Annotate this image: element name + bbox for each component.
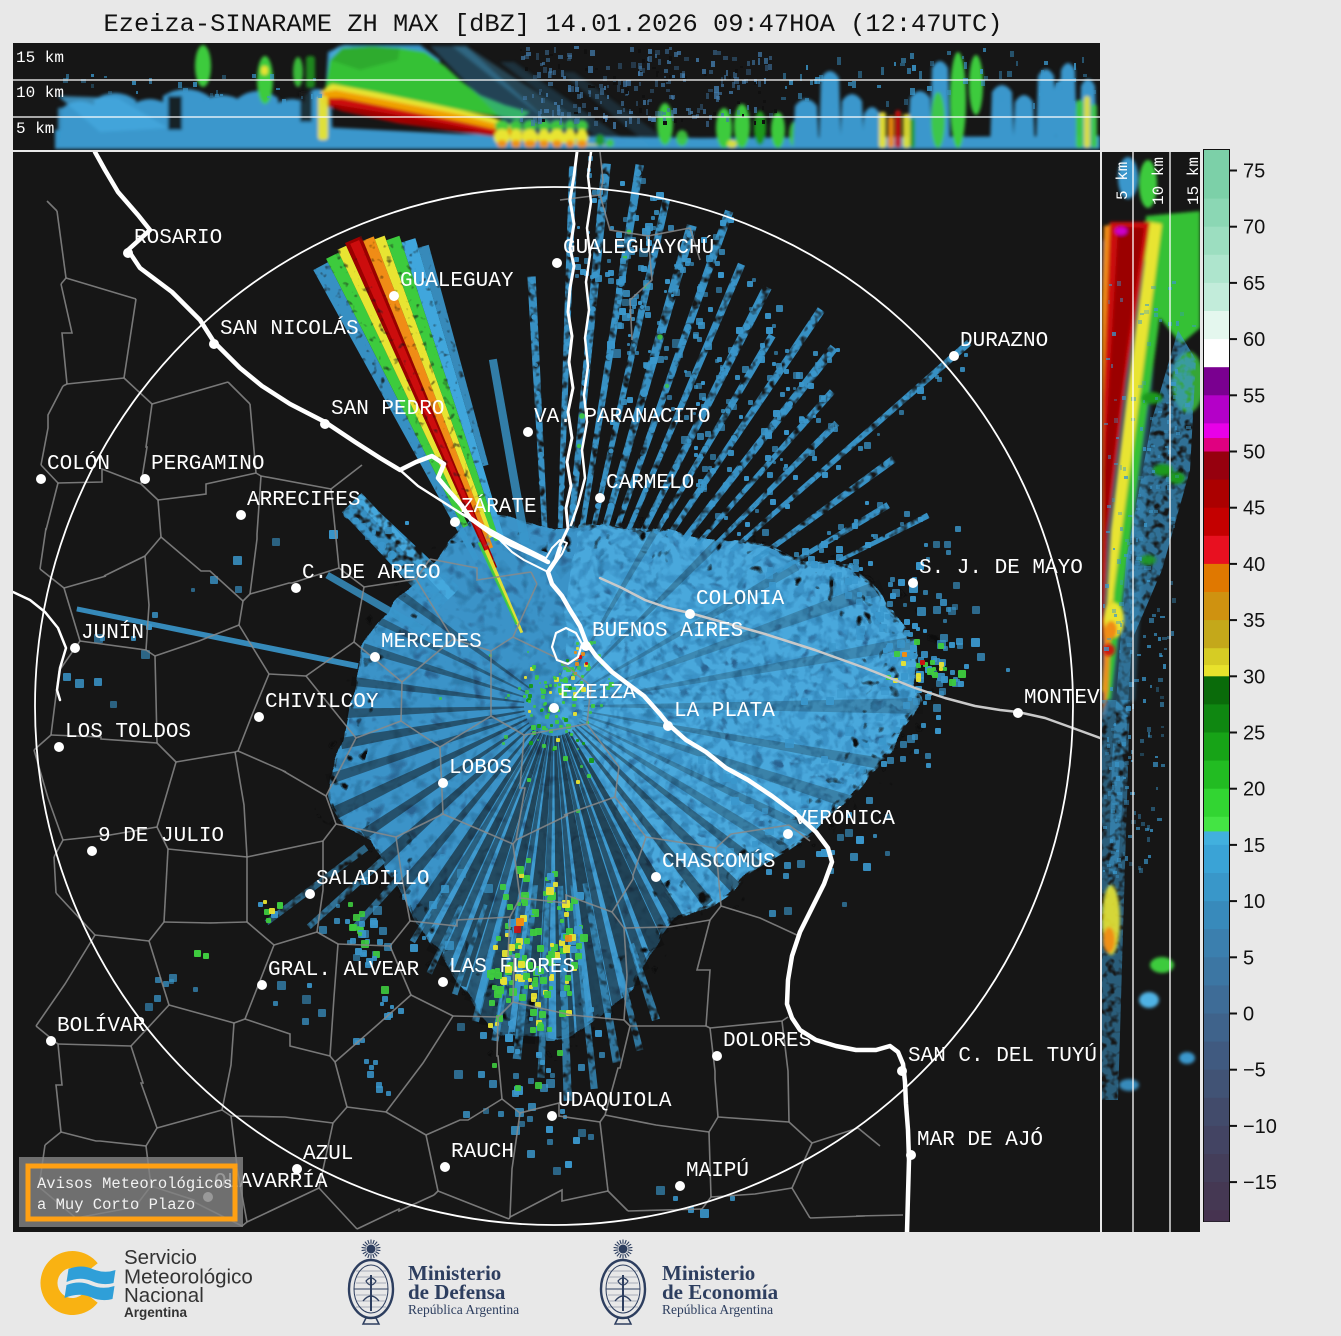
svg-text:15 km: 15 km bbox=[1185, 157, 1203, 205]
svg-text:S. J. DE MAYO: S. J. DE MAYO bbox=[919, 557, 1083, 580]
svg-text:10: 10 bbox=[1243, 891, 1265, 913]
svg-text:Servicio: Servicio bbox=[124, 1246, 197, 1269]
svg-text:Nacional: Nacional bbox=[124, 1284, 204, 1307]
svg-text:RAUCH: RAUCH bbox=[451, 1141, 514, 1164]
svg-text:MAR DE AJÓ: MAR DE AJÓ bbox=[917, 1128, 1043, 1152]
svg-text:ARRECIFES: ARRECIFES bbox=[247, 489, 360, 512]
svg-text:SAN NICOLÁS: SAN NICOLÁS bbox=[220, 317, 359, 341]
svg-text:República Argentina: República Argentina bbox=[408, 1302, 519, 1317]
svg-text:65: 65 bbox=[1243, 273, 1265, 295]
svg-text:10 km: 10 km bbox=[16, 84, 64, 102]
svg-text:CARMELO: CARMELO bbox=[606, 472, 694, 495]
svg-text:de Defensa: de Defensa bbox=[408, 1280, 506, 1304]
svg-text:Argentina: Argentina bbox=[124, 1305, 187, 1320]
svg-text:VA. PARANACITO: VA. PARANACITO bbox=[534, 406, 710, 429]
svg-text:35: 35 bbox=[1243, 610, 1265, 632]
svg-text:MAIPÚ: MAIPÚ bbox=[686, 1159, 749, 1183]
svg-text:de Economía: de Economía bbox=[662, 1280, 779, 1304]
svg-text:9 DE JULIO: 9 DE JULIO bbox=[98, 825, 224, 848]
svg-text:75: 75 bbox=[1243, 161, 1265, 183]
svg-text:BUENOS AIRES: BUENOS AIRES bbox=[592, 620, 743, 643]
svg-text:15 km: 15 km bbox=[16, 49, 64, 67]
svg-text:5 km: 5 km bbox=[1114, 162, 1132, 200]
svg-text:45: 45 bbox=[1243, 498, 1265, 520]
svg-text:C. DE ARECO: C. DE ARECO bbox=[302, 562, 441, 585]
svg-text:VERÓNICA: VERÓNICA bbox=[794, 807, 895, 831]
svg-text:−10: −10 bbox=[1243, 1116, 1277, 1138]
svg-text:GUALEGUAY: GUALEGUAY bbox=[400, 270, 514, 293]
svg-text:EZEIZA: EZEIZA bbox=[560, 682, 636, 705]
svg-text:SALADILLO: SALADILLO bbox=[316, 868, 429, 891]
svg-text:LAS FLORES: LAS FLORES bbox=[449, 956, 575, 979]
svg-text:República Argentina: República Argentina bbox=[662, 1302, 773, 1317]
svg-text:30: 30 bbox=[1243, 666, 1265, 688]
svg-text:UDAQUIOLA: UDAQUIOLA bbox=[558, 1090, 672, 1113]
svg-text:0: 0 bbox=[1243, 1004, 1254, 1026]
svg-text:5 km: 5 km bbox=[16, 120, 54, 138]
svg-text:Ministerio: Ministerio bbox=[408, 1261, 501, 1285]
svg-text:LA PLATA: LA PLATA bbox=[674, 700, 775, 723]
svg-text:Meteorológico: Meteorológico bbox=[124, 1266, 253, 1289]
svg-text:Ezeiza-SINARAME ZH MAX [dBZ] 1: Ezeiza-SINARAME ZH MAX [dBZ] 14.01.2026 … bbox=[104, 10, 1003, 39]
svg-text:LOS TOLDOS: LOS TOLDOS bbox=[65, 721, 191, 744]
svg-text:MONTEVIDEO: MONTEVIDEO bbox=[1024, 687, 1150, 710]
svg-text:−15: −15 bbox=[1243, 1172, 1277, 1194]
svg-text:DOLORES: DOLORES bbox=[723, 1030, 811, 1053]
svg-text:Ministerio: Ministerio bbox=[662, 1261, 755, 1285]
svg-text:LOBOS: LOBOS bbox=[449, 757, 512, 780]
svg-text:10 km: 10 km bbox=[1150, 157, 1168, 205]
svg-text:PERGAMINO: PERGAMINO bbox=[151, 453, 264, 476]
svg-text:Avisos Meteorológicos: Avisos Meteorológicos bbox=[37, 1175, 232, 1193]
svg-text:COLÓN: COLÓN bbox=[47, 452, 110, 476]
svg-text:40: 40 bbox=[1243, 554, 1265, 576]
svg-text:CHASCOMÚS: CHASCOMÚS bbox=[662, 850, 775, 874]
svg-text:5: 5 bbox=[1243, 947, 1254, 969]
svg-text:DURAZNO: DURAZNO bbox=[960, 330, 1048, 353]
svg-text:60: 60 bbox=[1243, 329, 1265, 351]
svg-text:MERCEDES: MERCEDES bbox=[381, 631, 482, 654]
svg-text:GRAL. ALVEAR: GRAL. ALVEAR bbox=[268, 959, 420, 982]
svg-text:a Muy Corto Plazo: a Muy Corto Plazo bbox=[37, 1196, 195, 1214]
svg-text:55: 55 bbox=[1243, 385, 1265, 407]
svg-text:15: 15 bbox=[1243, 835, 1265, 857]
svg-text:ZÁRATE: ZÁRATE bbox=[461, 495, 537, 519]
svg-text:70: 70 bbox=[1243, 217, 1265, 239]
svg-text:ROSARIO: ROSARIO bbox=[134, 227, 222, 250]
svg-text:50: 50 bbox=[1243, 442, 1265, 464]
svg-text:GUALEGUAYCHÚ: GUALEGUAYCHÚ bbox=[563, 236, 714, 260]
svg-text:AZUL: AZUL bbox=[303, 1143, 353, 1166]
svg-text:SAN C. DEL TUYÚ: SAN C. DEL TUYÚ bbox=[908, 1044, 1097, 1068]
svg-text:25: 25 bbox=[1243, 723, 1265, 745]
svg-text:CHIVILCOY: CHIVILCOY bbox=[265, 691, 379, 714]
svg-text:COLONIA: COLONIA bbox=[696, 588, 785, 611]
svg-text:JUNÍN: JUNÍN bbox=[81, 621, 144, 645]
svg-text:−5: −5 bbox=[1243, 1060, 1266, 1082]
svg-text:SAN PEDRO: SAN PEDRO bbox=[331, 398, 444, 421]
svg-text:BOLÍVAR: BOLÍVAR bbox=[57, 1014, 146, 1038]
svg-text:20: 20 bbox=[1243, 779, 1265, 801]
